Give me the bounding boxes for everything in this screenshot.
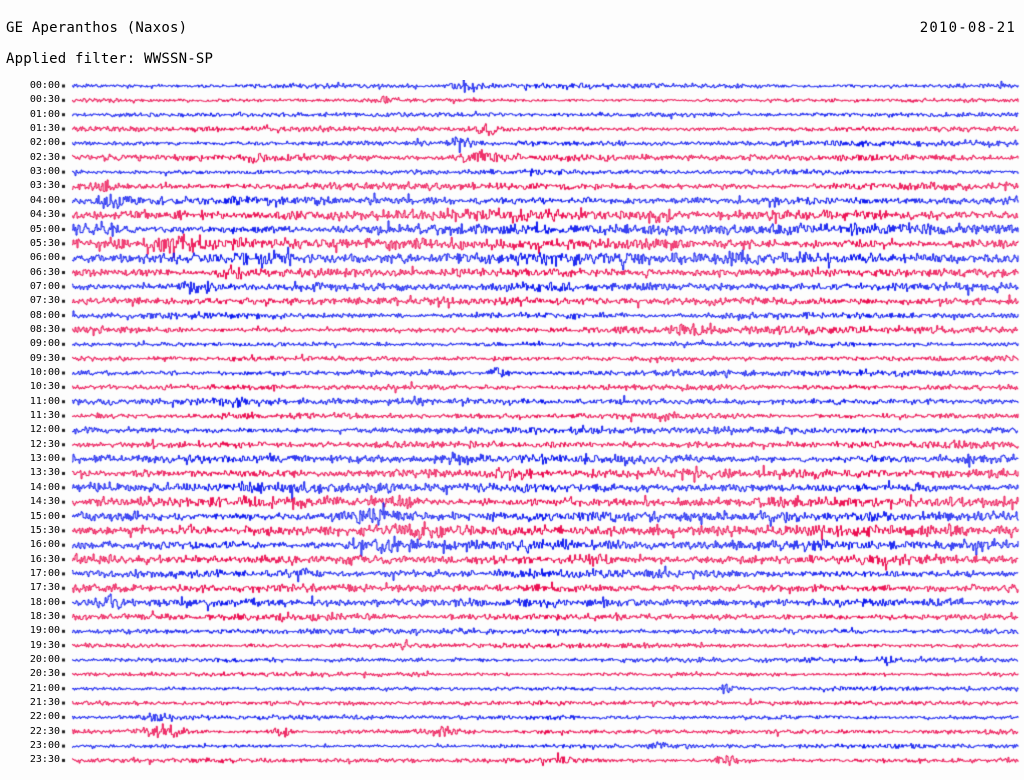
time-tick-label: 07:30 bbox=[29, 295, 60, 307]
time-tick-label: 04:30 bbox=[29, 209, 60, 221]
time-tick-label: 01:30 bbox=[29, 123, 60, 135]
time-tick-label: 22:00 bbox=[29, 711, 60, 723]
time-axis-labels: 00:00 00:30 01:00 01:30 02:00 02:30 03:00 03:30… bbox=[0, 80, 60, 780]
time-tick-label: 07:00 bbox=[29, 280, 60, 292]
time-tick-label: 17:00 bbox=[29, 567, 60, 579]
time-tick-label: 02:00 bbox=[29, 137, 60, 149]
time-tick-label: 08:30 bbox=[29, 323, 60, 335]
time-tick-label: 18:30 bbox=[29, 610, 60, 622]
time-tick-label: 13:00 bbox=[29, 453, 60, 465]
time-tick-label: 10:30 bbox=[29, 381, 60, 393]
time-tick-label: 10:00 bbox=[29, 367, 60, 378]
time-tick-label: 00:30 bbox=[29, 94, 60, 106]
time-tick-label: 19:30 bbox=[29, 639, 60, 651]
time-tick-label: 14:30 bbox=[29, 496, 60, 508]
time-tick-label: 15:30 bbox=[29, 524, 60, 536]
time-tick-label: 12:30 bbox=[29, 438, 60, 450]
time-tick-label: 21:00 bbox=[29, 682, 60, 694]
time-tick-label: 06:30 bbox=[29, 266, 60, 278]
seismogram-traces bbox=[0, 80, 1024, 780]
time-tick-label: 16:00 bbox=[29, 539, 60, 551]
time-tick-label: 06:00 bbox=[29, 252, 60, 264]
time-tick-label: 14:00 bbox=[29, 481, 60, 493]
time-tick-label: 08:00 bbox=[29, 309, 60, 321]
page-title: GE Aperanthos (Naxos) bbox=[6, 20, 188, 36]
time-tick-label: 20:30 bbox=[29, 668, 60, 680]
time-tick-label: 09:00 bbox=[29, 338, 60, 350]
time-tick-label: 09:30 bbox=[29, 352, 60, 364]
time-tick-label: 13:30 bbox=[29, 467, 60, 479]
time-tick-label: 02:30 bbox=[29, 151, 60, 163]
time-tick-label: 19:00 bbox=[29, 625, 60, 637]
applied-filter-label: Applied filter: WWSSN-SP bbox=[6, 51, 214, 67]
time-tick-label: 03:30 bbox=[29, 180, 60, 192]
time-tick-label: 05:00 bbox=[29, 223, 60, 235]
time-tick-label: 01:00 bbox=[29, 108, 60, 120]
time-tick-label: 15:00 bbox=[29, 510, 60, 522]
date-label: 2010-08-21 bbox=[919, 20, 1016, 36]
time-tick-label: 16:30 bbox=[29, 553, 60, 565]
time-tick-label: 03:00 bbox=[29, 166, 60, 178]
time-tick-label: 05:30 bbox=[29, 237, 60, 249]
time-tick-label: 23:30 bbox=[29, 754, 60, 766]
time-tick-label: 04:00 bbox=[29, 194, 60, 206]
time-tick-label: 23:00 bbox=[29, 740, 60, 752]
time-tick-label: 20:00 bbox=[29, 654, 60, 665]
time-tick-label: 21:30 bbox=[29, 697, 60, 709]
time-tick-label: 18:00 bbox=[29, 596, 60, 608]
time-tick-label: 22:30 bbox=[29, 725, 60, 737]
time-tick-label: 12:00 bbox=[29, 424, 60, 436]
time-tick-label: 11:00 bbox=[29, 395, 60, 407]
time-tick-label: 11:30 bbox=[29, 410, 60, 422]
time-tick-label: 00:00 bbox=[29, 80, 60, 91]
time-tick-label: 17:30 bbox=[29, 582, 60, 594]
helicorder-plot: 00:00 00:30 01:00 01:30 02:00 02:30 03:00 03:30… bbox=[0, 80, 1024, 780]
